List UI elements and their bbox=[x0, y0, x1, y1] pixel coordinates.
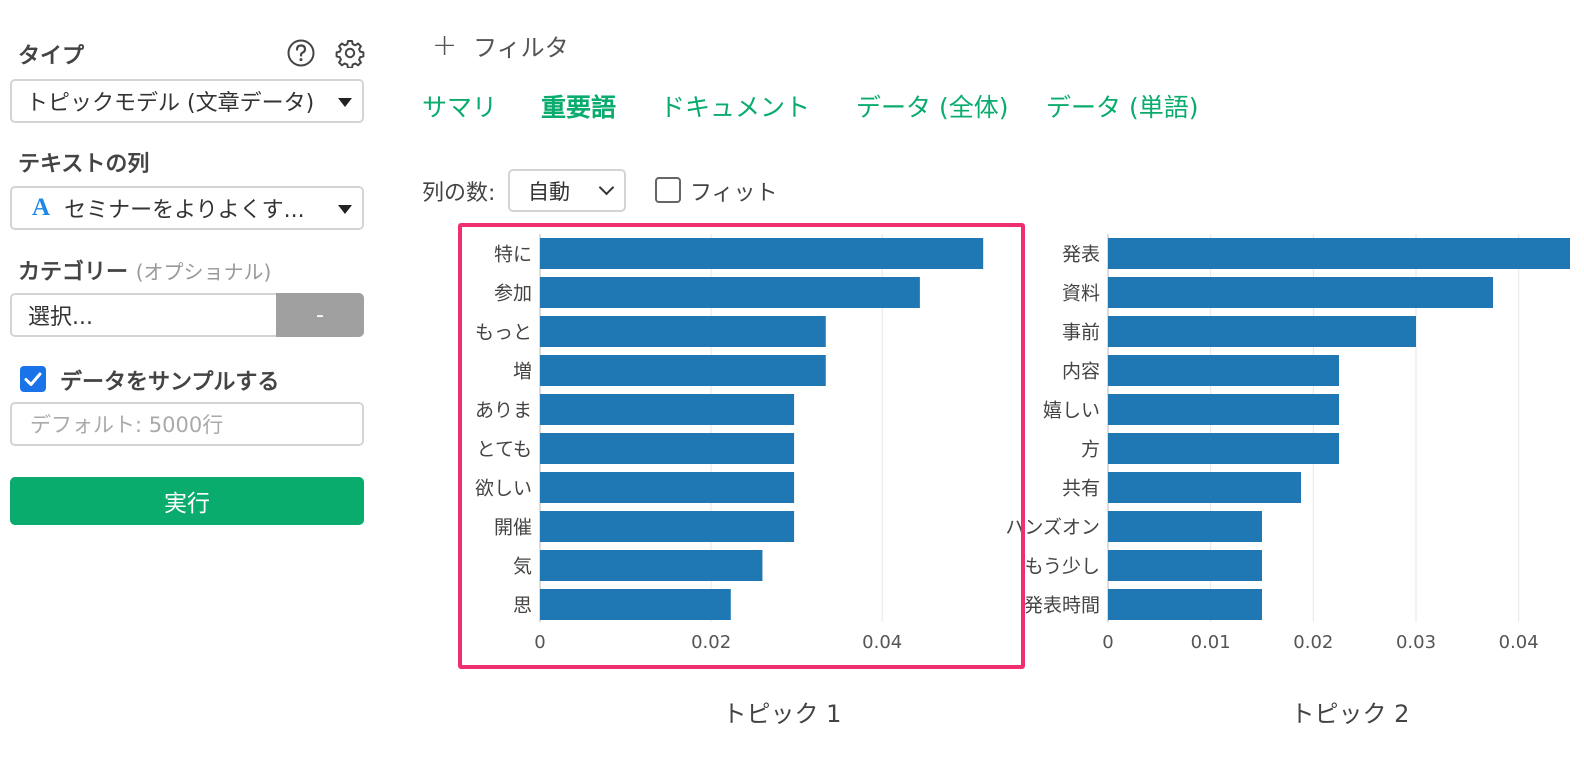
help-icon[interactable] bbox=[286, 38, 316, 68]
category-label: 共有 bbox=[1062, 478, 1100, 500]
text-column-label: テキストの列 bbox=[18, 152, 150, 177]
plus-icon: + bbox=[432, 28, 458, 63]
bar bbox=[1108, 550, 1262, 581]
tab-data-all[interactable]: データ (全体) bbox=[856, 93, 1009, 122]
x-tick-label: 0.02 bbox=[1293, 632, 1333, 653]
bar bbox=[1108, 433, 1339, 464]
gear-icon[interactable] bbox=[335, 38, 365, 69]
x-tick-label: 0.01 bbox=[1191, 632, 1231, 653]
category-label-text: カテゴリー bbox=[18, 260, 129, 285]
column-count-select[interactable]: 自動 bbox=[508, 169, 626, 212]
bar bbox=[1108, 394, 1339, 425]
category-label: 事前 bbox=[1062, 322, 1100, 344]
text-column-select[interactable]: A セミナーをよりよくす... bbox=[10, 186, 364, 230]
bar bbox=[1108, 238, 1570, 269]
tab-summary[interactable]: サマリ bbox=[422, 93, 498, 122]
text-type-icon: A bbox=[32, 194, 51, 221]
filter-label: フィルタ bbox=[473, 34, 569, 62]
chart-title: トピック 1 bbox=[723, 700, 842, 728]
category-label: 資料 bbox=[1062, 283, 1100, 305]
x-tick-label: 0.03 bbox=[1396, 632, 1436, 653]
bar bbox=[1108, 589, 1262, 620]
bar bbox=[1108, 277, 1493, 308]
fit-label: フィット bbox=[690, 181, 778, 206]
category-placeholder: 選択... bbox=[28, 305, 93, 330]
type-label: タイプ bbox=[18, 44, 85, 69]
text-column-value: セミナーをよりよくす... bbox=[64, 198, 305, 223]
sample-checkbox[interactable] bbox=[20, 366, 46, 392]
column-count-value: 自動 bbox=[528, 179, 570, 204]
caret-down-icon bbox=[338, 98, 352, 107]
type-select[interactable]: トピックモデル (文章データ) bbox=[10, 79, 364, 123]
type-select-value: トピックモデル (文章データ) bbox=[26, 91, 315, 116]
category-label: 発表時間 bbox=[1024, 595, 1100, 617]
sample-size-placeholder: デフォルト: 5000行 bbox=[30, 413, 224, 437]
bar bbox=[1108, 511, 1262, 542]
x-tick-label: 0 bbox=[1102, 632, 1113, 653]
chart-title: トピック 2 bbox=[1291, 700, 1410, 728]
bar bbox=[1108, 472, 1302, 503]
sample-size-input[interactable]: デフォルト: 5000行 bbox=[10, 402, 364, 446]
category-label: もう少し bbox=[1025, 556, 1100, 578]
category-clear-button[interactable]: - bbox=[276, 293, 364, 337]
bar bbox=[1108, 355, 1339, 386]
tab-data-words[interactable]: データ (単語) bbox=[1046, 93, 1199, 122]
category-label: 方 bbox=[1081, 439, 1100, 461]
caret-down-icon bbox=[338, 205, 352, 214]
topic-1-highlight-box bbox=[458, 223, 1025, 669]
chevron-down-icon bbox=[598, 179, 615, 196]
category-select[interactable]: 選択... bbox=[10, 293, 276, 337]
add-filter-button[interactable]: + フィルタ bbox=[432, 28, 569, 63]
category-label: 発表 bbox=[1062, 244, 1100, 266]
category-optional-note: (オプショナル) bbox=[135, 260, 272, 284]
tab-documents[interactable]: ドキュメント bbox=[660, 93, 811, 122]
tab-important-words[interactable]: 重要語 bbox=[541, 93, 617, 122]
sample-label: データをサンプルする bbox=[60, 370, 280, 395]
fit-checkbox[interactable] bbox=[655, 177, 681, 203]
topic-2-chart: 0 0.01 0.02 0.03 0.04発表資料事前内容嬉しい方共有ハンズオンもう少し… bbox=[1005, 234, 1570, 728]
x-tick-label: 0.04 bbox=[1499, 632, 1539, 653]
category-label: 嬉しい bbox=[1043, 400, 1100, 422]
run-button[interactable]: 実行 bbox=[10, 477, 364, 525]
column-count-label: 列の数: bbox=[422, 181, 496, 206]
category-label: 内容 bbox=[1062, 361, 1100, 383]
category-label: カテゴリー (オプショナル) bbox=[18, 254, 271, 286]
bar bbox=[1108, 316, 1416, 347]
